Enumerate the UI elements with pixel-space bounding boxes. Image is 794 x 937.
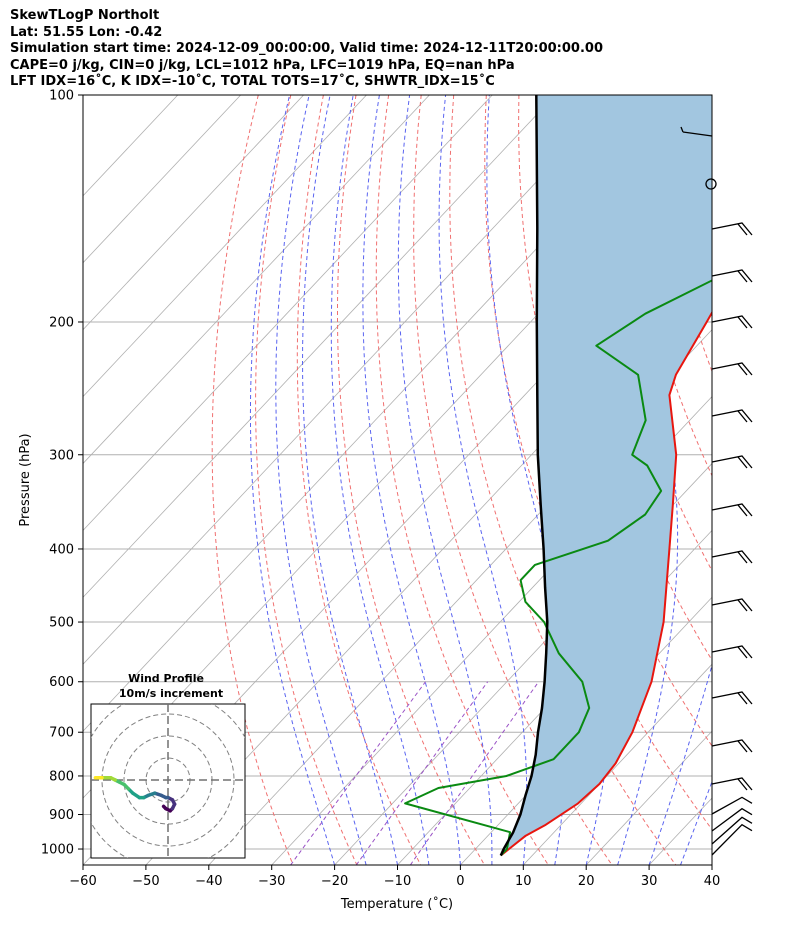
parcel-line xyxy=(499,95,549,857)
dry-adiabat xyxy=(337,95,485,865)
moist-adiabat xyxy=(330,95,430,865)
hodograph-ring xyxy=(101,713,235,847)
y-tick-label: 700 xyxy=(49,726,74,741)
isotherm-line xyxy=(271,396,712,865)
dry-adiabat xyxy=(780,95,794,865)
x-tick-label: 10 xyxy=(515,874,532,889)
dry-adiabat xyxy=(413,95,613,865)
x-tick-label: −60 xyxy=(69,874,96,889)
wind-barb xyxy=(711,455,753,469)
x-tick-label: −50 xyxy=(132,874,159,889)
wind-barb xyxy=(711,409,753,423)
y-tick-label: 1000 xyxy=(41,843,74,858)
sounding-lines xyxy=(404,95,712,857)
wind-barb xyxy=(680,126,713,137)
wind-barbs xyxy=(680,126,753,856)
wind-barb xyxy=(711,816,753,845)
y-tick-label: 400 xyxy=(49,542,74,557)
mixing-ratio-line xyxy=(355,681,489,865)
wind-barb xyxy=(711,222,753,236)
wind-barb xyxy=(711,777,753,791)
wind-barb xyxy=(711,550,753,564)
mixing-ratio-line xyxy=(409,681,540,865)
moist-adiabat xyxy=(680,780,712,865)
y-axis-label: Pressure (hPa) xyxy=(18,433,33,526)
isotherm-line xyxy=(145,262,712,865)
moist-adiabat xyxy=(648,95,712,865)
cape-cin-shading xyxy=(500,95,712,856)
moist-adiabat xyxy=(613,95,679,865)
x-tick-label: −40 xyxy=(195,874,222,889)
isotherm-line xyxy=(83,95,493,532)
wind-barb xyxy=(711,598,753,612)
y-tick-label: 100 xyxy=(49,89,74,104)
temperature-line xyxy=(500,310,712,857)
location-line: Lat: 51.55 Lon: -0.42 xyxy=(10,24,163,40)
dry-adiabat xyxy=(255,95,358,865)
wind-barb xyxy=(711,807,753,832)
wind-barb xyxy=(711,315,753,329)
isotherm-line xyxy=(585,730,712,865)
isotherm-line xyxy=(83,95,430,465)
isotherm-line xyxy=(83,95,304,331)
time-line: Simulation start time: 2024-12-09_00:00:… xyxy=(10,41,603,56)
isotherm-line xyxy=(775,95,794,865)
x-tick-label: 0 xyxy=(456,874,464,889)
isotherm-line xyxy=(711,864,712,865)
wind-barb xyxy=(711,362,753,376)
isotherm-line xyxy=(397,529,712,865)
dry-adiabat xyxy=(375,95,549,865)
wind-barb xyxy=(711,503,753,517)
y-tick-label: 200 xyxy=(49,315,74,330)
isotherm-line xyxy=(523,663,712,865)
wind-barb xyxy=(711,691,753,705)
moist-adiabat xyxy=(249,95,336,865)
dewpoint-line xyxy=(404,279,712,857)
moist-adiabat xyxy=(302,95,398,865)
x-tick-label: −10 xyxy=(384,874,411,889)
x-tick-label: 40 xyxy=(704,874,721,889)
isotherm-line xyxy=(83,95,556,598)
y-tick-label: 600 xyxy=(49,675,74,690)
y-tick-label: 900 xyxy=(49,808,74,823)
wind-barb-calm xyxy=(705,178,717,190)
y-tick-label: 800 xyxy=(49,769,74,784)
wind-barb xyxy=(711,823,753,856)
y-tick-label: 500 xyxy=(49,616,74,631)
cape-line: CAPE=0 j/kg, CIN=0 j/kg, LCL=1012 hPa, L… xyxy=(10,57,515,73)
wind-barb xyxy=(711,269,753,283)
axes: −60 −50 −40 −30 −20 −10 0 10 20 30 40 100 200 300 400 5… xyxy=(41,89,720,890)
dry-adiabat xyxy=(296,95,422,865)
dry-adiabat xyxy=(518,95,712,747)
isotherm-line xyxy=(83,95,619,665)
dry-adiabat xyxy=(616,95,712,477)
chart-title: SkewTLogP Northolt xyxy=(10,8,160,23)
moist-adiabat xyxy=(362,95,461,865)
chart-header: SkewTLogP Northolt Lat: 51.55 Lon: -0.42… xyxy=(10,8,603,91)
hodograph-inset: Wind Profile 10m/s increment xyxy=(90,672,246,859)
hodograph-subtitle: 10m/s increment xyxy=(119,687,223,700)
y-tick-label: 300 xyxy=(49,448,74,463)
moist-adiabat xyxy=(397,95,493,865)
dry-adiabat xyxy=(714,95,794,865)
isotherm-line xyxy=(83,95,367,398)
x-tick-label: −30 xyxy=(258,874,285,889)
moist-adiabat xyxy=(438,95,528,865)
isotherm-line xyxy=(83,95,241,264)
indices-line: LFT IDX=16˚C, K IDX=-10˚C, TOTAL TOTS=17… xyxy=(10,74,495,89)
hodograph-title: Wind Profile xyxy=(128,672,204,685)
mixing-ratio-line xyxy=(290,681,426,865)
wind-barb xyxy=(711,796,753,815)
wind-barb xyxy=(711,645,753,659)
x-tick-label: 30 xyxy=(641,874,658,889)
dry-adiabat xyxy=(747,95,794,865)
moist-adiabat xyxy=(275,95,367,865)
x-tick-label: −20 xyxy=(321,874,348,889)
x-tick-label: 20 xyxy=(578,874,595,889)
wind-barb xyxy=(711,739,753,753)
isotherm-line xyxy=(334,462,712,865)
x-axis-label: Temperature (˚C) xyxy=(340,896,453,912)
